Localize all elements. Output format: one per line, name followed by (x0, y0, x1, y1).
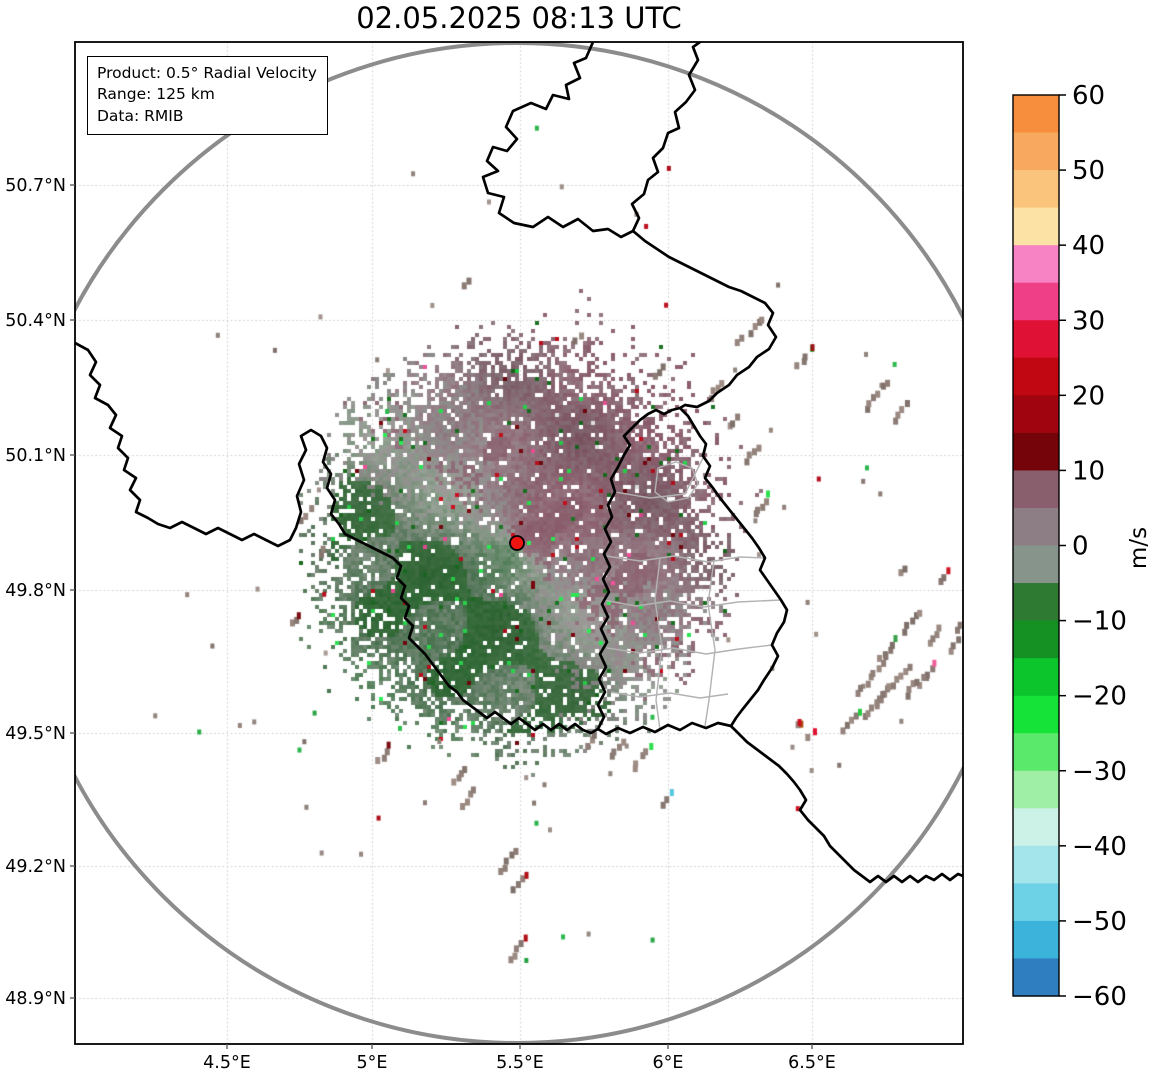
colorbar-band (1013, 958, 1059, 997)
colorbar-band (1013, 357, 1059, 396)
x-axis-tick-label: 5.5°E (496, 1053, 544, 1073)
colorbar-band (1013, 507, 1059, 547)
colorbar-tick-label: −50 (1072, 907, 1127, 937)
y-axis-tick-label: 50.1°N (5, 446, 66, 466)
colorbar-tick-label: −10 (1072, 607, 1127, 637)
x-axis-tick-label: 6°E (653, 1053, 684, 1073)
y-axis-tick-label: 49.8°N (5, 581, 66, 601)
country-border-fr-de (729, 724, 963, 884)
country-border-luxembourg (596, 406, 789, 736)
colorbar-unit-label: m/s (1126, 527, 1152, 569)
colorbar-tick-label: −30 (1072, 757, 1127, 787)
colorbar-band (1013, 845, 1059, 884)
colorbar-band (1013, 770, 1059, 809)
colorbar-band (1013, 170, 1059, 209)
colorbar-band (1013, 432, 1059, 472)
y-axis-tick-label: 49.2°N (5, 857, 66, 877)
y-axis-tick-label: 49.5°N (5, 724, 66, 744)
colorbar-band (1013, 320, 1059, 359)
info-product-line: Product: 0.5° Radial Velocity (97, 64, 317, 82)
product-info-box: Product: 0.5° Radial Velocity Range: 125… (87, 56, 328, 136)
country-border-fr-be (75, 341, 600, 735)
colorbar-band (1013, 395, 1059, 434)
colorbar-band (1013, 733, 1059, 772)
colorbar-band (1013, 883, 1059, 922)
colorbar-band (1013, 207, 1059, 246)
district-border (654, 461, 699, 503)
colorbar-band (1013, 620, 1059, 659)
colorbar-tick-label: 20 (1072, 381, 1105, 411)
colorbar-tick-label: −60 (1072, 982, 1127, 1012)
x-axis-tick-label: 6.5°E (788, 1053, 836, 1073)
colorbar-tick-label: 0 (1072, 532, 1089, 562)
y-axis-tick-label: 48.9°N (5, 989, 66, 1009)
colorbar-band (1013, 545, 1059, 584)
radar-site-marker (509, 535, 525, 551)
info-data-line: Data: RMIB (97, 106, 184, 125)
colorbar-band (1013, 470, 1059, 509)
colorbar-tick-label: 60 (1072, 81, 1105, 111)
colorbar-band (1013, 95, 1059, 134)
colorbar-tick-label: 10 (1072, 456, 1105, 486)
colorbar-band (1013, 282, 1059, 321)
x-axis-tick-label: 4.5°E (203, 1053, 251, 1073)
colorbar-band (1013, 245, 1059, 284)
colorbar-tick-label: 40 (1072, 231, 1105, 261)
country-border-be-de (631, 229, 778, 410)
colorbar-band (1013, 695, 1059, 734)
colorbar-band (1013, 583, 1059, 622)
colorbar-band (1013, 920, 1059, 960)
axes-frame (74, 41, 964, 1045)
colorbar-tick-label: 30 (1072, 306, 1105, 336)
district-border (605, 555, 766, 563)
y-axis-tick-label: 50.7°N (5, 176, 66, 196)
district-border (704, 559, 716, 727)
x-axis-tick-label: 5°E (357, 1053, 388, 1073)
info-range-line: Range: 125 km (97, 85, 215, 104)
y-axis-tick-label: 50.4°N (5, 311, 66, 331)
district-border (614, 457, 704, 499)
district-border (654, 557, 663, 731)
district-border (602, 599, 782, 608)
colorbar-band (1013, 808, 1059, 847)
country-border-nl-be-de-limburg (481, 42, 702, 239)
colorbar-tick-label: −20 (1072, 682, 1127, 712)
district-border (606, 644, 773, 655)
colorbar-tick-label: −40 (1072, 832, 1127, 862)
colorbar-band (1013, 658, 1059, 697)
range-ring-125km (75, 42, 963, 1044)
colorbar-tick-label: 50 (1072, 156, 1105, 186)
colorbar-band (1013, 132, 1059, 171)
